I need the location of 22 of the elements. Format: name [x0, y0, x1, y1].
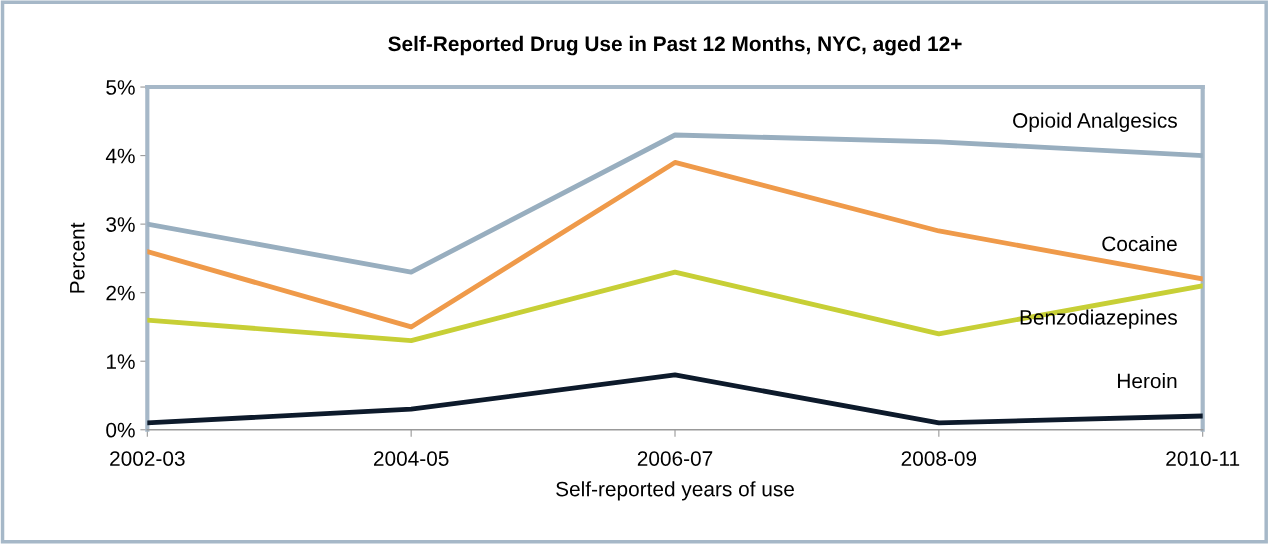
y-tick-label: 3% [106, 217, 135, 232]
line-series [147, 372, 1203, 426]
line-series [147, 132, 1203, 275]
y-tick-label: 0% [106, 422, 135, 438]
x-axis-title: Self-reported years of use [556, 481, 794, 501]
y-axis-title: Percent [70, 222, 85, 293]
x-tick-label: 2004-05 [373, 451, 449, 466]
series-label: Heroin [1118, 373, 1177, 389]
series-label: Opioid Analgesics [1013, 112, 1177, 132]
series-label: Cocaine [1102, 235, 1177, 252]
x-tick-label: 2008-09 [901, 451, 977, 466]
y-tick-label: 5% [106, 80, 135, 95]
x-tick-label: 2006-07 [637, 451, 713, 466]
series-label: Benzodiazepines [1020, 309, 1177, 329]
y-tick-label: 2% [106, 285, 135, 301]
chart-title: Self-Reported Drug Use in Past 12 Months, NYC, aged 12+ [388, 35, 962, 56]
x-tick-label: 2010-11 [1166, 451, 1240, 466]
y-tick-label: 4% [105, 148, 135, 164]
line-series [147, 269, 1203, 344]
y-tick-label: 1% [106, 354, 135, 369]
x-tick-label: 2002-03 [110, 451, 185, 466]
line-series [147, 160, 1203, 330]
